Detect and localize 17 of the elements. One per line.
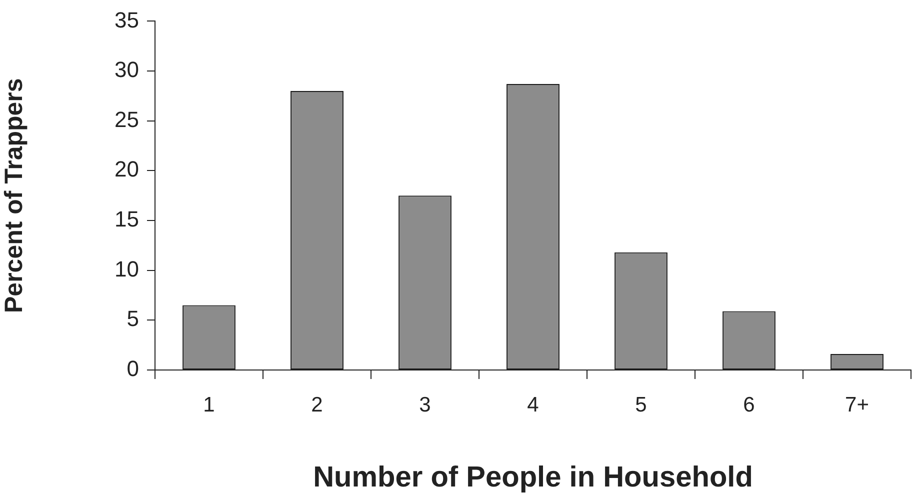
x-tick-label: 4 bbox=[527, 393, 540, 416]
y-tick-label: 5 bbox=[126, 306, 139, 332]
y-tick-label: 10 bbox=[114, 256, 139, 282]
x-tick-label: 7+ bbox=[845, 393, 869, 416]
x-tick-label: 5 bbox=[635, 393, 647, 416]
x-tick-label: 2 bbox=[311, 393, 323, 416]
y-tick-label: 0 bbox=[126, 356, 139, 382]
x-tick-label: 6 bbox=[743, 393, 755, 416]
y-tick-label: 35 bbox=[114, 7, 139, 32]
y-tick-label: 25 bbox=[114, 106, 139, 132]
y-tick-label: 15 bbox=[114, 206, 139, 232]
y-tick-label: 20 bbox=[114, 156, 139, 182]
x-axis-title: Number of People in Household bbox=[313, 462, 753, 494]
x-tick-label: 3 bbox=[419, 393, 431, 416]
y-tick-label: 30 bbox=[114, 57, 139, 82]
x-tick-label: 1 bbox=[203, 393, 215, 416]
y-axis-title: Percent of Trappers bbox=[0, 78, 28, 314]
